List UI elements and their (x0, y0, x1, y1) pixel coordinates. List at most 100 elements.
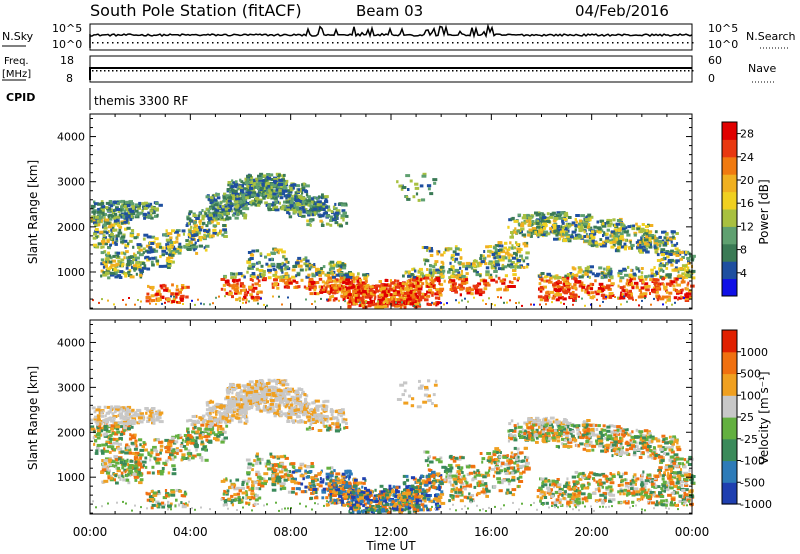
range-cell (348, 300, 353, 304)
range-cell (145, 411, 148, 415)
range-cell (94, 439, 98, 443)
nsearch-tick-bottom: 10^0 (708, 38, 738, 51)
range-cell (118, 474, 122, 478)
range-cell (109, 478, 114, 482)
range-cell (336, 260, 342, 264)
range-cell (520, 222, 525, 226)
nsearch-point (142, 42, 144, 44)
range-cell (150, 299, 153, 303)
nsearch-point (522, 42, 524, 44)
range-cell (94, 202, 99, 206)
range-cell (507, 248, 511, 252)
range-cell (617, 296, 619, 299)
range-cell (473, 286, 478, 290)
range-cell (529, 234, 533, 238)
range-cell (686, 266, 690, 270)
range-cell (107, 230, 110, 233)
range-cell (639, 239, 644, 243)
range-cell (321, 280, 325, 284)
range-cell (328, 278, 333, 282)
range-cell (133, 475, 139, 479)
range-cell (219, 201, 222, 205)
range-cell (345, 275, 349, 279)
range-cell (141, 262, 146, 265)
range-cell (245, 203, 248, 207)
range-cell (123, 428, 126, 432)
range-cell (561, 219, 564, 223)
nave-point (440, 70, 442, 72)
range-cell (589, 270, 593, 274)
range-cell (115, 481, 119, 485)
range-cell (348, 286, 353, 290)
range-cell (286, 285, 290, 289)
range-cell (276, 186, 281, 190)
range-cell (527, 233, 531, 237)
nsearch-point (657, 42, 659, 44)
range-cell (314, 292, 320, 296)
range-cell (640, 292, 644, 296)
range-cell (96, 446, 100, 449)
station-title: South Pole Station (fitACF) (90, 1, 302, 20)
range-cell (378, 305, 384, 309)
range-cell (518, 301, 520, 304)
range-cell (669, 283, 672, 287)
range-cell (673, 243, 677, 247)
range-cell (248, 285, 253, 289)
range-cell (418, 267, 423, 271)
range-cell (650, 272, 654, 276)
range-cell (199, 222, 202, 226)
range-cell (571, 285, 574, 289)
range-cell (154, 207, 159, 211)
range-cell (241, 203, 245, 207)
range-cell (670, 230, 675, 234)
range-cell (109, 439, 113, 443)
nave-point (484, 70, 486, 72)
range-cell (100, 471, 104, 474)
range-cell (653, 234, 657, 238)
range-cell (239, 211, 242, 215)
range-cell (151, 465, 155, 469)
range-cell (607, 224, 612, 228)
range-cell (296, 203, 302, 207)
range-cell (591, 236, 594, 240)
range-cell (146, 235, 152, 239)
range-cell (245, 196, 249, 200)
range-cell (275, 270, 278, 274)
nsearch-point (287, 42, 289, 44)
range-cell (605, 295, 607, 298)
range-cell (142, 417, 145, 421)
range-cell (378, 302, 383, 306)
nsearch-point (332, 42, 334, 44)
range-cell (554, 293, 559, 297)
range-cell (120, 430, 126, 434)
range-cell (404, 282, 409, 286)
range-cell (95, 245, 100, 249)
range-cell (583, 235, 587, 238)
range-cell (388, 284, 392, 288)
range-cell (116, 405, 121, 409)
range-cell (125, 303, 127, 306)
range-cell (131, 205, 135, 209)
range-cell (120, 450, 125, 454)
nave-point (628, 70, 630, 72)
range-cell (102, 223, 107, 227)
range-cell (100, 449, 104, 453)
range-cell (236, 213, 240, 216)
range-cell (102, 265, 106, 269)
nsearch-point (222, 42, 224, 44)
nsearch-point (347, 42, 349, 44)
range-cell (423, 298, 429, 302)
range-cell (622, 285, 626, 289)
nsearch-point (692, 42, 694, 44)
range-cell (654, 239, 659, 243)
range-cell (203, 233, 206, 237)
range-cell (630, 281, 634, 285)
nave-point (496, 70, 498, 72)
nsearch-point (672, 42, 674, 44)
range-cell (235, 197, 241, 201)
range-cell (122, 422, 128, 426)
range-cell (555, 214, 560, 218)
range-cell (622, 267, 627, 271)
range-cell (679, 267, 684, 270)
range-cell (427, 303, 432, 306)
